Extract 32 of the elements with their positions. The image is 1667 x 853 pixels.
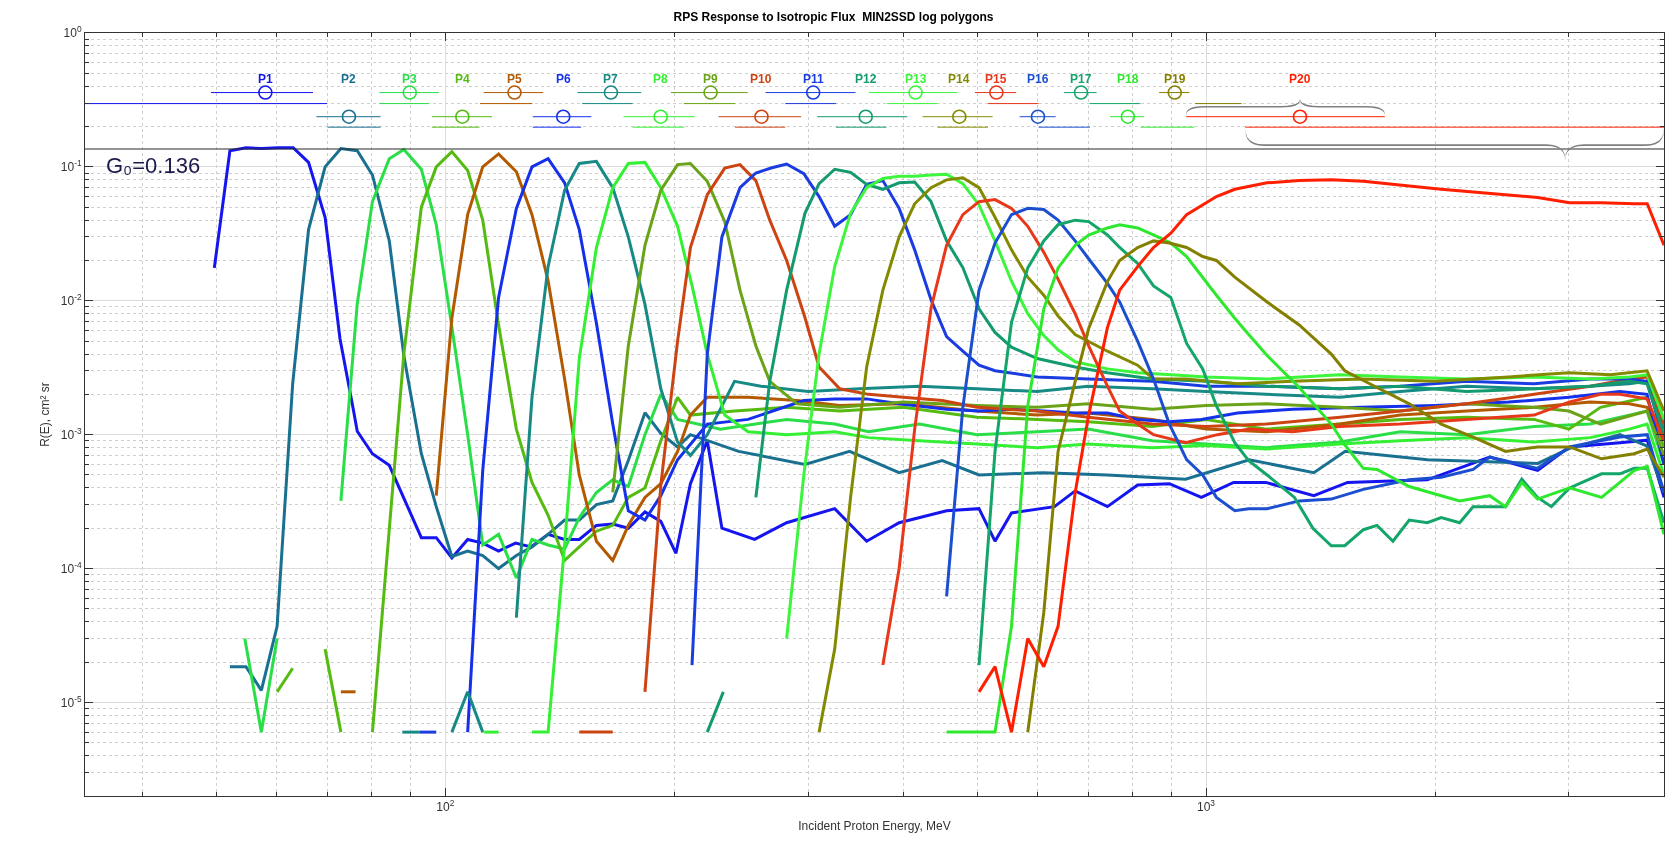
y-axis-title: R(E), cm² sr: [38, 382, 53, 447]
series-label: P17: [1070, 72, 1092, 86]
text: P8: [653, 72, 668, 86]
series-label: P3: [402, 72, 417, 86]
series-label: P9: [703, 72, 718, 86]
text: P6: [556, 72, 571, 86]
text: P16: [1027, 72, 1049, 86]
ref-line-label: G₀=0.136: [106, 153, 201, 178]
text: P4: [455, 72, 470, 86]
y-tick-label: 10$^{-1}$: [60, 158, 82, 175]
y-tick-label: 10$^{-2}$: [60, 291, 82, 308]
y-tick-label: 10$^{-4}$: [60, 559, 82, 576]
text: P14: [948, 72, 970, 86]
text: P12: [855, 72, 877, 86]
series-label: P19: [1164, 72, 1186, 86]
text: P10: [750, 72, 772, 86]
text: P2: [341, 72, 356, 86]
chart-title: RPS Response to Isotropic Flux MIN2SSD log polygons: [673, 10, 994, 25]
text: P20: [1289, 72, 1311, 86]
series-label: P15: [985, 72, 1007, 86]
series-label: P13: [905, 72, 927, 86]
y-tick-label: 10$^{0}$: [63, 24, 82, 41]
y-tick-label: 10$^{-3}$: [60, 425, 82, 442]
x-tick-label: 10$^{3}$: [1196, 798, 1216, 815]
series-label: P11: [803, 72, 825, 86]
series-label: P1: [258, 72, 273, 86]
series-label: P7: [603, 72, 618, 86]
x-tick-label: 10$^{2}$: [436, 798, 455, 815]
text: P18: [1117, 72, 1139, 86]
series-label: P5: [507, 72, 522, 86]
x-axis-title: Incident Proton Energy, MeV: [798, 819, 951, 834]
y-tick-label: 10$^{-5}$: [60, 693, 82, 710]
